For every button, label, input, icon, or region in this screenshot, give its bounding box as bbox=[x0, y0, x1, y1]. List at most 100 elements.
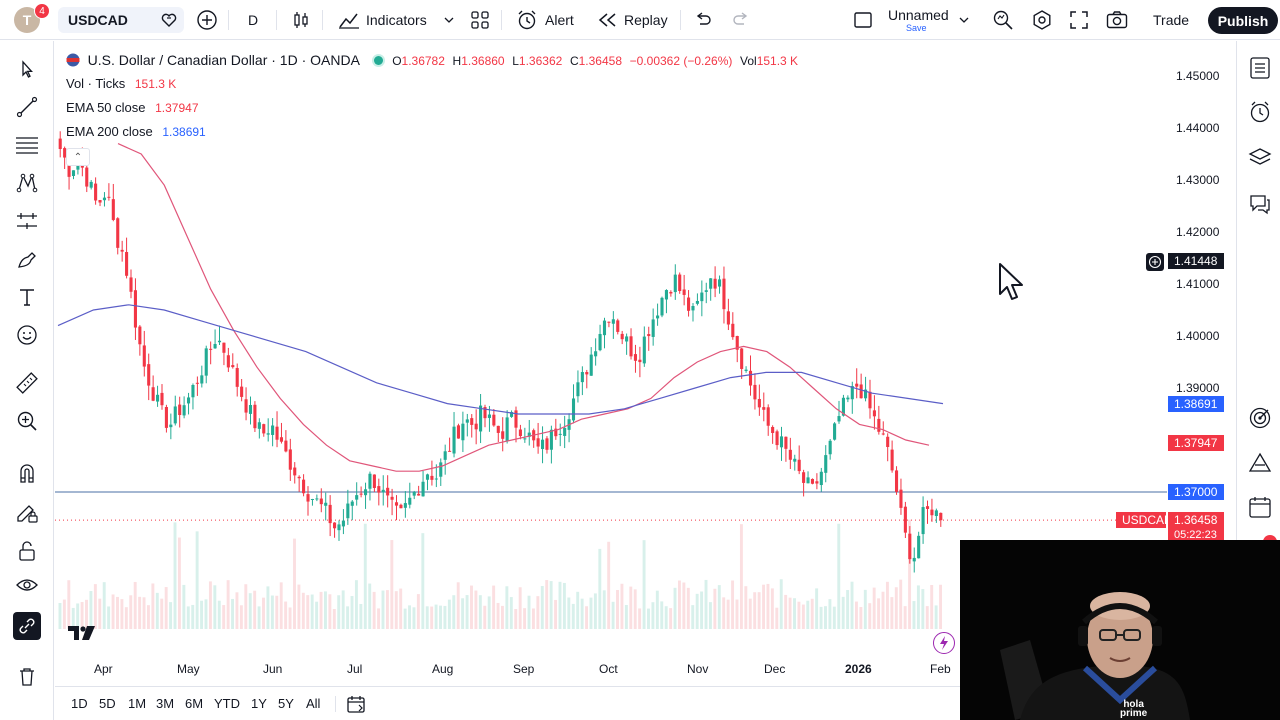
legend-volume-study[interactable]: Vol · Ticks 151.3 K bbox=[66, 74, 176, 94]
quick-search-icon[interactable] bbox=[992, 0, 1014, 40]
fib-icon[interactable] bbox=[13, 131, 41, 159]
volume-bar bbox=[284, 601, 288, 629]
range-3m-button[interactable]: 3M bbox=[156, 696, 175, 711]
alerts-clock-icon[interactable] bbox=[1247, 99, 1273, 125]
volume-bar bbox=[107, 606, 111, 629]
interval-button[interactable]: D bbox=[248, 0, 258, 40]
volume-bar bbox=[877, 598, 881, 629]
watchlist-icon[interactable] bbox=[1247, 55, 1273, 81]
volume-bar bbox=[607, 541, 611, 629]
range-1d-button[interactable]: 1D bbox=[71, 696, 88, 711]
candle-body bbox=[231, 365, 235, 368]
brush-icon[interactable] bbox=[13, 245, 41, 273]
lightning-events-icon[interactable] bbox=[933, 632, 955, 654]
indicators-button[interactable]: Indicators bbox=[338, 0, 427, 40]
candle-body bbox=[571, 398, 576, 421]
range-5d-button[interactable]: 5D bbox=[99, 696, 116, 711]
eye-icon[interactable] bbox=[13, 571, 41, 599]
volume-bar bbox=[129, 595, 133, 629]
trade-button[interactable]: Trade bbox=[1153, 0, 1189, 40]
candle-body bbox=[399, 504, 403, 509]
layout-checkbox-icon[interactable] bbox=[853, 0, 873, 40]
time-label: Nov bbox=[687, 662, 709, 676]
range-5y-button[interactable]: 5Y bbox=[278, 696, 294, 711]
layout-chevron-down-icon[interactable] bbox=[958, 0, 970, 40]
chat-icon[interactable] bbox=[1247, 191, 1273, 217]
price-chart[interactable] bbox=[55, 41, 1235, 656]
cursor-icon[interactable] bbox=[13, 55, 41, 83]
go-to-date-icon[interactable] bbox=[346, 694, 366, 719]
magnet-icon[interactable] bbox=[13, 459, 41, 487]
tradingview-logo-icon[interactable] bbox=[68, 624, 100, 647]
redo-icon[interactable] bbox=[732, 0, 750, 40]
publish-button[interactable]: Publish bbox=[1208, 7, 1278, 34]
legend-title[interactable]: U.S. Dollar / Canadian Dollar · 1D · OAN… bbox=[87, 52, 360, 68]
range-1m-button[interactable]: 1M bbox=[128, 696, 147, 711]
volume-bar bbox=[439, 605, 442, 629]
zoom-icon[interactable] bbox=[13, 407, 41, 435]
text-icon[interactable] bbox=[13, 283, 41, 311]
candles-type-icon[interactable] bbox=[292, 0, 310, 40]
volume-bar bbox=[430, 606, 434, 629]
add-symbol-button[interactable] bbox=[196, 0, 218, 40]
crosshair-plus-icon[interactable] bbox=[1146, 253, 1164, 271]
layout-name[interactable]: Unnamed bbox=[888, 7, 949, 23]
candle-body bbox=[779, 436, 784, 448]
volume-bar bbox=[359, 603, 363, 629]
candle-body bbox=[293, 467, 297, 476]
range-1y-button[interactable]: 1Y bbox=[251, 696, 267, 711]
volume-bar bbox=[447, 599, 451, 629]
candle-body bbox=[788, 449, 792, 460]
forecast-icon[interactable] bbox=[13, 207, 41, 235]
volume-bar bbox=[722, 597, 726, 629]
candle-body bbox=[58, 138, 62, 149]
layers-icon[interactable] bbox=[1247, 145, 1273, 171]
camera-snapshot-icon[interactable] bbox=[1106, 0, 1128, 40]
target-icon[interactable] bbox=[1247, 405, 1273, 431]
lock-drawings-icon[interactable] bbox=[13, 499, 41, 527]
legend-ema50-study[interactable]: EMA 50 close 1.37947 bbox=[66, 98, 199, 118]
candle-body bbox=[921, 507, 925, 535]
fullscreen-icon[interactable] bbox=[1069, 0, 1089, 40]
emoji-icon[interactable] bbox=[13, 321, 41, 349]
range-6m-button[interactable]: 6M bbox=[185, 696, 204, 711]
volume-bar bbox=[164, 587, 168, 629]
time-axis[interactable]: Apr May Jun Jul Aug Sep Oct Nov Dec 2026… bbox=[55, 656, 1235, 680]
lock-icon[interactable] bbox=[13, 537, 41, 565]
volume-bar bbox=[824, 606, 827, 629]
candle-body bbox=[850, 386, 854, 400]
volume-bar bbox=[239, 605, 243, 629]
volume-bar bbox=[253, 590, 257, 629]
undo-icon[interactable] bbox=[694, 0, 712, 40]
chart-canvas[interactable] bbox=[55, 41, 1235, 686]
replay-button[interactable]: Replay bbox=[598, 0, 668, 40]
candle-body bbox=[279, 437, 284, 442]
candle-body bbox=[195, 382, 199, 384]
candle-body bbox=[306, 494, 310, 502]
range-ytd-button[interactable]: YTD bbox=[214, 696, 240, 711]
watchlist-heart-icon[interactable] bbox=[160, 0, 178, 40]
pattern-icon[interactable] bbox=[13, 169, 41, 197]
volume-bar bbox=[328, 594, 332, 629]
volume-bar bbox=[536, 596, 540, 629]
triangle-icon[interactable] bbox=[1247, 450, 1273, 476]
ruler-icon[interactable] bbox=[13, 369, 41, 397]
calendar-icon[interactable] bbox=[1247, 494, 1273, 520]
volume-bar bbox=[434, 604, 438, 629]
toolbar-divider bbox=[228, 10, 229, 30]
trash-icon[interactable] bbox=[13, 663, 41, 691]
alert-button[interactable]: Alert bbox=[516, 0, 574, 40]
link-icon[interactable] bbox=[13, 612, 41, 640]
chevron-down-icon[interactable] bbox=[443, 0, 455, 40]
legend-ema200-study[interactable]: EMA 200 close 1.38691 bbox=[66, 122, 206, 142]
templates-grid-icon[interactable] bbox=[471, 0, 489, 40]
candle-body bbox=[501, 431, 505, 439]
range-all-button[interactable]: All bbox=[306, 696, 321, 711]
trend-line-icon[interactable] bbox=[13, 93, 41, 121]
volume-bar bbox=[332, 608, 336, 629]
ema50-price-tag: 1.37947 bbox=[1168, 435, 1224, 451]
volume-bar bbox=[399, 588, 403, 629]
legend-collapse-button[interactable]: ⌃ bbox=[66, 148, 90, 166]
candle-body bbox=[899, 489, 903, 508]
settings-gear-icon[interactable] bbox=[1031, 0, 1053, 40]
